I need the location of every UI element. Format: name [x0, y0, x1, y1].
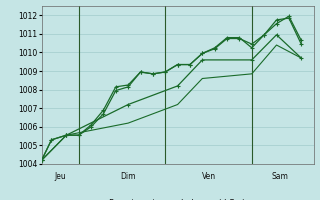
Text: Sam: Sam [272, 172, 288, 181]
Text: Jeu: Jeu [54, 172, 66, 181]
Text: Ven: Ven [202, 172, 216, 181]
Text: Pression niveau de la mer( hPa ): Pression niveau de la mer( hPa ) [109, 199, 246, 200]
Text: Dim: Dim [121, 172, 136, 181]
